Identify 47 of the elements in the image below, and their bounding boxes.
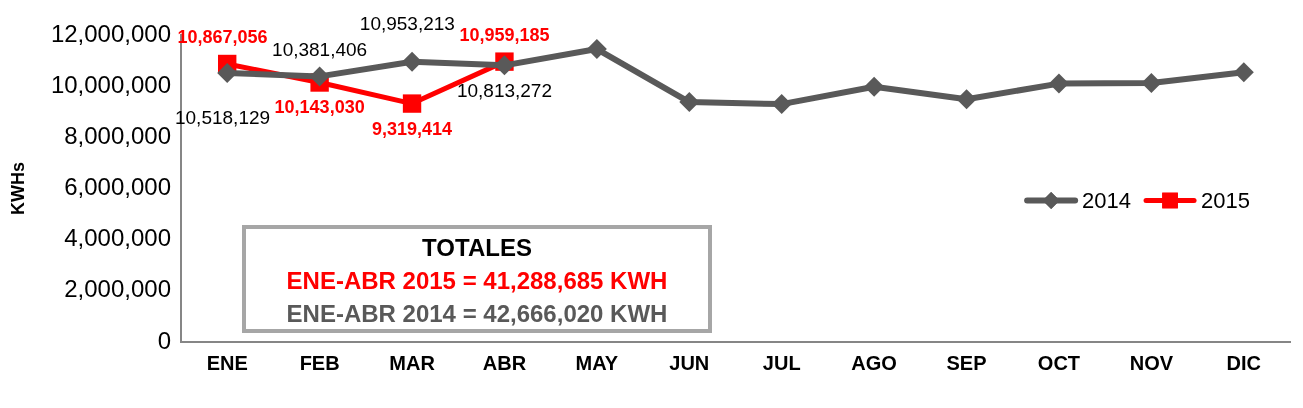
x-tick-label: ABR xyxy=(482,351,527,374)
x-tick-label: ENE xyxy=(206,351,248,374)
x-tick-label: DIC xyxy=(1226,351,1262,374)
x-tick-label: MAY xyxy=(575,351,619,374)
point xyxy=(956,89,977,110)
y-tick-label: 6,000,000 xyxy=(64,173,171,201)
point xyxy=(679,92,700,113)
data-label: 10,381,406 xyxy=(272,38,368,60)
annotation: ENE-ABR 2014 = 42,666,020 KWH xyxy=(285,299,669,329)
data-label: 10,518,129 xyxy=(174,107,271,129)
y-tick-label: 4,000,000 xyxy=(64,224,171,252)
data-label: 10,143,030 xyxy=(274,97,365,118)
y-axis-title: KWHs xyxy=(7,162,28,215)
x-tick-label: JUN xyxy=(669,351,710,374)
point xyxy=(864,76,885,97)
x-tick-label: AGO xyxy=(851,351,897,374)
x-tick-label: OCT xyxy=(1037,351,1081,374)
x-tick-label: FEB xyxy=(299,351,340,374)
legend-label: 2015 xyxy=(1201,187,1251,213)
y-tick-label: 8,000,000 xyxy=(64,121,171,149)
data-label: 9,319,414 xyxy=(372,118,453,139)
point xyxy=(1141,73,1162,94)
annotation: ENE-ABR 2015 = 41,288,685 KWH xyxy=(285,266,669,296)
x-tick-label: SEP xyxy=(946,351,987,374)
point xyxy=(1233,62,1254,83)
x-tick-label: MAR xyxy=(389,351,436,374)
data-label: 10,953,213 xyxy=(359,13,455,35)
data-label: 10,959,185 xyxy=(459,24,550,45)
legend-label: 2014 xyxy=(1082,187,1132,213)
point xyxy=(402,94,422,113)
y-tick-label: 2,000,000 xyxy=(64,275,171,303)
point xyxy=(1048,73,1069,94)
y-tick-label: 12,000,000 xyxy=(50,19,171,47)
x-tick-label: JUL xyxy=(762,351,801,374)
point xyxy=(771,94,792,115)
y-tick-label: 10,000,000 xyxy=(50,70,171,98)
y-tick-label: 0 xyxy=(157,326,171,354)
point xyxy=(586,39,607,60)
point xyxy=(217,62,238,83)
text-frame: TOTALES ENE-ABR 2015 = 41,288,685 KWH ENE-ABR 2014 = 42,666,020 KWH xyxy=(242,225,712,333)
data-label: 10,813,272 xyxy=(456,79,553,101)
annotation: TOTALES xyxy=(421,233,533,263)
data-label: 10,867,056 xyxy=(177,26,268,47)
x-tick-label: NOV xyxy=(1129,351,1174,374)
point xyxy=(494,55,515,76)
point xyxy=(402,51,423,72)
point xyxy=(309,66,330,87)
